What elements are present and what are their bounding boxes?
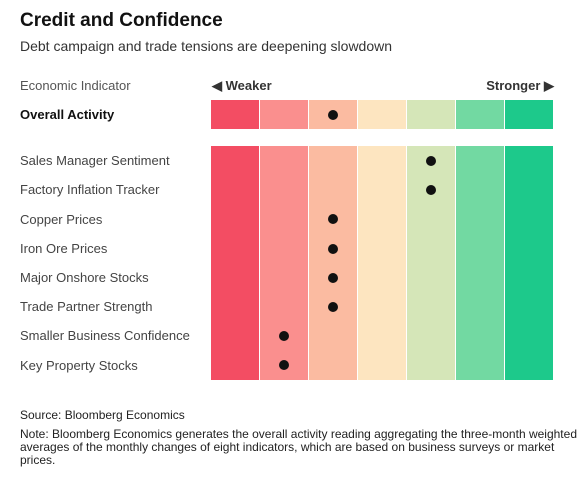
indicator-row-cell-7 bbox=[505, 234, 553, 263]
indicator-row-cell-4 bbox=[358, 175, 406, 204]
indicator-row-cell-6 bbox=[456, 146, 504, 175]
indicator-row-cell-1 bbox=[211, 175, 259, 204]
indicator-row-cell-6 bbox=[456, 263, 504, 292]
overall-activity-cell-4 bbox=[358, 100, 406, 129]
indicator-row-cell-7 bbox=[505, 350, 553, 380]
indicator-row-cell-1 bbox=[211, 146, 259, 175]
indicator-row-cell-4 bbox=[358, 263, 406, 292]
indicator-row-marker bbox=[426, 184, 436, 195]
indicator-row-label: Iron Ore Prices bbox=[20, 241, 108, 256]
indicator-row-label: Trade Partner Strength bbox=[20, 299, 153, 314]
indicator-row-marker bbox=[328, 301, 338, 312]
indicator-row-cell-3 bbox=[309, 175, 357, 204]
indicator-row-cell-4 bbox=[358, 350, 406, 380]
indicator-row-cell-5 bbox=[407, 321, 455, 350]
overall-activity-cell-2 bbox=[260, 100, 308, 129]
overall-activity-marker bbox=[328, 109, 338, 120]
indicator-row-cell-1 bbox=[211, 263, 259, 292]
indicator-row-cell-2 bbox=[260, 292, 308, 321]
indicator-row-cell-5 bbox=[407, 263, 455, 292]
indicator-row-marker bbox=[279, 360, 289, 370]
indicator-row-cell-7 bbox=[505, 321, 553, 350]
indicator-row-marker bbox=[328, 243, 338, 254]
indicator-row-cell-6 bbox=[456, 204, 504, 234]
indicator-row-cell-5 bbox=[407, 292, 455, 321]
overall-activity-label: Overall Activity bbox=[20, 107, 115, 122]
indicator-row-cell-4 bbox=[358, 234, 406, 263]
methodology-note: Note: Bloomberg Economics generates the … bbox=[20, 427, 577, 467]
indicator-row-cell-5 bbox=[407, 204, 455, 234]
indicator-row-cell-2 bbox=[260, 146, 308, 175]
indicator-row-label: Sales Manager Sentiment bbox=[20, 153, 170, 168]
indicator-row-label: Factory Inflation Tracker bbox=[20, 182, 160, 197]
indicator-row-cell-6 bbox=[456, 234, 504, 263]
indicator-row-cell-7 bbox=[505, 263, 553, 292]
weaker-label: ◀ Weaker bbox=[212, 78, 272, 93]
indicator-row-label: Copper Prices bbox=[20, 211, 103, 227]
indicator-row-cell-3 bbox=[309, 350, 357, 380]
indicator-row-cell-1 bbox=[211, 350, 259, 380]
overall-activity-cell-5 bbox=[407, 100, 455, 129]
indicator-row-cell-5 bbox=[407, 350, 455, 380]
chart-title: Credit and Confidence bbox=[20, 10, 223, 31]
indicator-row-cell-6 bbox=[456, 175, 504, 204]
indicator-row-marker bbox=[328, 272, 338, 283]
indicator-row-label: Smaller Business Confidence bbox=[20, 328, 190, 343]
indicator-row-marker bbox=[279, 330, 289, 341]
indicator-row-cell-1 bbox=[211, 234, 259, 263]
overall-activity-cell-1 bbox=[211, 100, 259, 129]
indicator-row-cell-1 bbox=[211, 292, 259, 321]
indicator-row-cell-2 bbox=[260, 204, 308, 234]
indicator-row-cell-4 bbox=[358, 321, 406, 350]
indicator-row-cell-7 bbox=[505, 175, 553, 204]
overall-activity-cell-6 bbox=[456, 100, 504, 129]
indicator-row-cell-6 bbox=[456, 321, 504, 350]
stronger-label: Stronger ▶ bbox=[486, 78, 554, 93]
indicator-row-cell-1 bbox=[211, 204, 259, 234]
source-note: Source: Bloomberg Economics bbox=[20, 408, 185, 422]
indicator-row-cell-3 bbox=[309, 146, 357, 175]
indicator-row-cell-6 bbox=[456, 292, 504, 321]
indicator-row-cell-5 bbox=[407, 234, 455, 263]
indicator-row-cell-7 bbox=[505, 292, 553, 321]
indicator-row-cell-7 bbox=[505, 204, 553, 234]
indicator-row-cell-3 bbox=[309, 321, 357, 350]
indicator-row-cell-4 bbox=[358, 146, 406, 175]
indicator-row-marker bbox=[426, 155, 436, 166]
indicator-column-header: Economic Indicator bbox=[20, 78, 131, 93]
chart-subtitle: Debt campaign and trade tensions are dee… bbox=[20, 38, 393, 54]
indicator-row-label: Major Onshore Stocks bbox=[20, 270, 149, 285]
indicator-row-cell-1 bbox=[211, 321, 259, 350]
indicator-row-marker bbox=[328, 214, 338, 224]
indicator-row-cell-7 bbox=[505, 146, 553, 175]
indicator-row-cell-2 bbox=[260, 234, 308, 263]
indicator-row-cell-4 bbox=[358, 292, 406, 321]
overall-activity-cell-7 bbox=[505, 100, 553, 129]
indicator-row-cell-2 bbox=[260, 175, 308, 204]
indicator-row-cell-6 bbox=[456, 350, 504, 380]
indicator-row-cell-4 bbox=[358, 204, 406, 234]
indicator-row-label: Key Property Stocks bbox=[20, 357, 138, 373]
indicator-row-cell-2 bbox=[260, 263, 308, 292]
